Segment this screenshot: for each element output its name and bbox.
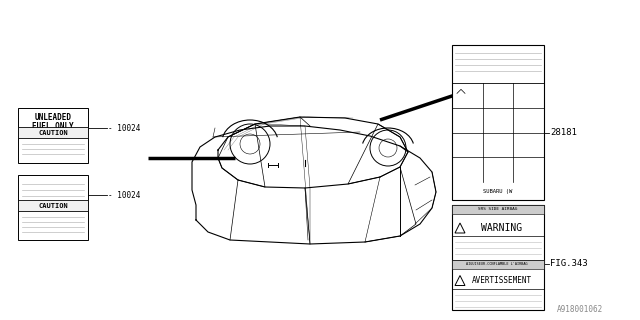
Text: CAUTION: CAUTION (38, 130, 68, 135)
Bar (452, 260, 544, 268)
Text: SUBARU (W: SUBARU (W (483, 188, 513, 194)
Bar (452, 205, 544, 214)
Bar (452, 205, 544, 310)
Text: FIG.343: FIG.343 (550, 260, 588, 268)
Text: UNLEADED: UNLEADED (35, 113, 72, 122)
Text: AVERTISSEMENT: AVERTISSEMENT (472, 276, 532, 285)
Text: 28181: 28181 (550, 128, 577, 137)
Bar (18, 200, 88, 211)
Text: WARNING: WARNING (481, 223, 523, 233)
Text: AIGUISEUR-CONFLAMBLE L'AIRBAG: AIGUISEUR-CONFLAMBLE L'AIRBAG (466, 262, 530, 266)
Text: - 10024: - 10024 (108, 190, 140, 199)
Text: SRS SIDE AIRBAG: SRS SIDE AIRBAG (478, 207, 518, 212)
Bar (18, 108, 88, 163)
Text: CAUTION: CAUTION (38, 203, 68, 209)
Bar (18, 175, 88, 240)
Text: FUEL ONLY: FUEL ONLY (32, 122, 74, 131)
Text: A918001062: A918001062 (557, 305, 603, 314)
Bar (452, 45, 544, 200)
Text: - 10024: - 10024 (108, 124, 140, 132)
Bar (18, 127, 88, 138)
